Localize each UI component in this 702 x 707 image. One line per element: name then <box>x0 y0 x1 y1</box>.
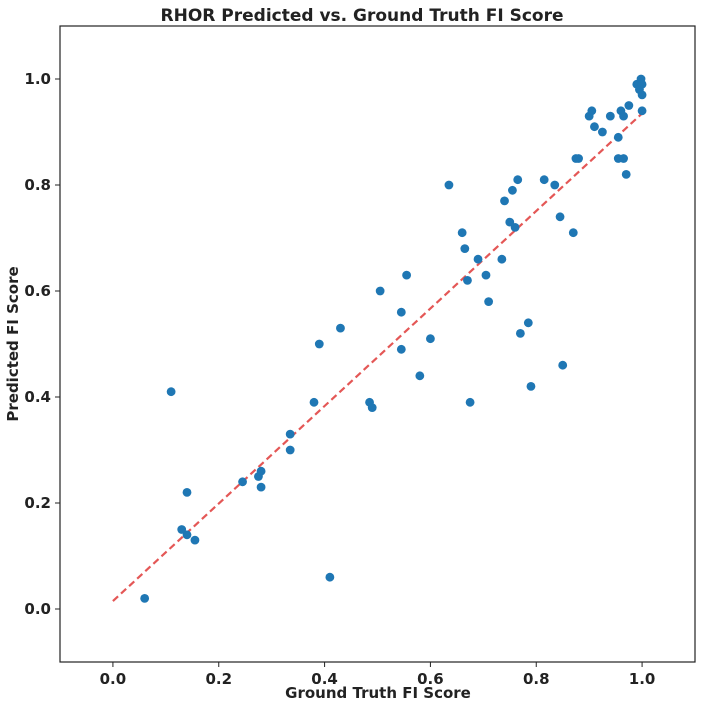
data-point <box>500 196 509 206</box>
data-point <box>574 154 583 163</box>
reference-line-group <box>112 112 643 602</box>
data-point <box>590 122 599 132</box>
chart-title: RHOR Predicted vs. Ground Truth FI Score <box>161 6 564 26</box>
x-tick-label: 0.4 <box>311 670 338 688</box>
data-point <box>484 297 494 306</box>
data-point <box>550 180 560 190</box>
data-point <box>463 276 472 285</box>
data-point <box>460 244 470 254</box>
data-point <box>597 127 607 137</box>
data-point <box>375 286 385 296</box>
data-point <box>526 382 536 391</box>
data-point <box>190 535 200 545</box>
data-point <box>444 180 454 190</box>
data-point <box>140 594 150 603</box>
data-point <box>555 212 565 222</box>
data-point <box>568 228 578 238</box>
data-point <box>637 106 647 116</box>
data-point <box>637 79 647 89</box>
data-point <box>325 572 335 582</box>
y-tick-label: 0.2 <box>24 494 51 512</box>
x-tick-label: 0.0 <box>100 670 127 688</box>
data-point <box>309 397 319 407</box>
data-point <box>497 254 507 264</box>
data-point <box>637 90 647 100</box>
y-tick-label: 1.0 <box>24 70 51 88</box>
data-point <box>621 170 631 179</box>
data-point <box>619 111 628 121</box>
data-point <box>508 185 517 195</box>
data-points <box>140 74 647 603</box>
plot-area <box>59 25 696 663</box>
x-tick-label: 1.0 <box>629 670 656 688</box>
data-point <box>473 254 483 264</box>
x-tick-label: 0.6 <box>417 670 444 688</box>
data-point <box>605 111 615 121</box>
data-point <box>367 403 377 412</box>
y-tick-label: 0.4 <box>24 388 51 406</box>
data-point <box>256 482 266 492</box>
x-tick-label: 0.2 <box>205 670 232 688</box>
x-axis-label: Ground Truth FI Score <box>285 684 471 702</box>
data-point <box>415 371 425 381</box>
data-point <box>613 132 623 142</box>
data-point <box>624 101 634 110</box>
data-point <box>523 318 533 328</box>
y-tick-label: 0.0 <box>24 600 51 618</box>
y-axis-label: Predicted FI Score <box>4 266 22 421</box>
data-point <box>238 477 247 487</box>
data-point <box>182 530 192 540</box>
data-point <box>539 175 549 185</box>
data-point <box>402 270 412 280</box>
data-point <box>256 466 266 476</box>
x-tick-label: 0.8 <box>523 670 550 688</box>
data-point <box>457 228 467 238</box>
y-tick-label: 0.8 <box>24 176 51 194</box>
data-point <box>285 429 295 439</box>
y-tick-label: 0.6 <box>24 282 51 300</box>
data-point <box>396 307 406 317</box>
data-point <box>515 329 525 338</box>
data-point <box>396 344 406 354</box>
data-point <box>513 175 523 185</box>
data-point <box>426 334 435 344</box>
data-point <box>336 323 345 333</box>
data-point <box>619 154 628 163</box>
data-point <box>587 106 597 116</box>
x-axis: 0.0 0.2 0.4 0.6 0.8 1.0 <box>100 662 656 688</box>
data-point <box>166 387 176 397</box>
data-point <box>558 360 568 370</box>
y-axis: 0.0 0.2 0.4 0.6 0.8 1.0 <box>24 70 60 618</box>
data-point <box>481 270 491 280</box>
reference-line <box>112 112 643 602</box>
data-point <box>465 397 475 407</box>
data-point <box>510 223 520 232</box>
data-point <box>285 445 295 455</box>
data-point <box>314 339 324 349</box>
data-point <box>182 488 192 497</box>
